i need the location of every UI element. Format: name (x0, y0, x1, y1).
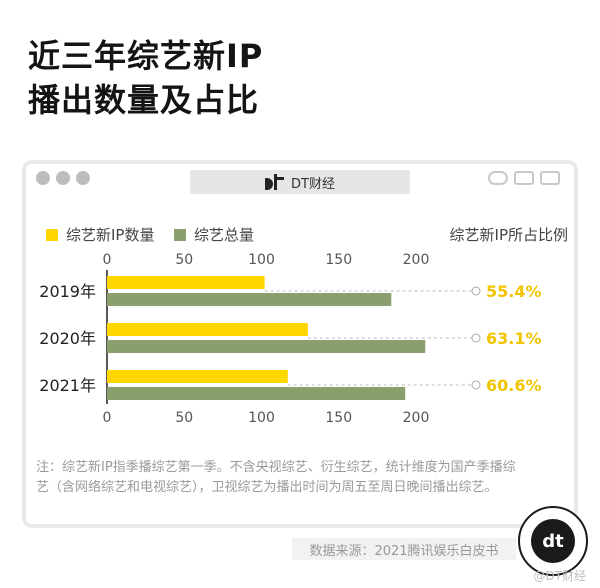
title-line-2: 播出数量及占比 (28, 81, 260, 119)
legend-label-series2: 综艺总量 (194, 226, 255, 244)
x-tick-label-top: 50 (175, 252, 193, 268)
x-tick-label-bottom: 200 (403, 410, 430, 426)
percent-column-label: 综艺新IP所占比例 (449, 226, 568, 244)
legend-swatch-series2 (174, 228, 186, 241)
percent-marker (471, 333, 481, 343)
category-label: 2021年 (39, 376, 96, 395)
legend-item-series1: 综艺新IP数量 (46, 224, 154, 245)
address-label: DT财经 (291, 176, 335, 192)
percent-label: 63.1% (486, 329, 542, 348)
bar-new-ip (107, 276, 265, 289)
x-tick-label-bottom: 100 (248, 410, 275, 426)
toggle-icon (488, 171, 508, 185)
footer-watermark: @DT财经 (533, 569, 586, 583)
percent-marker (471, 286, 481, 296)
legend-label-series1: 综艺新IP数量 (66, 226, 155, 244)
share-icon (514, 171, 534, 185)
x-tick-label-top: 150 (325, 252, 352, 268)
window-icon (540, 171, 560, 185)
x-tick-label-top: 100 (248, 252, 275, 268)
category-label: 2020年 (39, 329, 96, 348)
bar-total (107, 387, 406, 400)
x-tick-label-bottom: 0 (103, 410, 112, 426)
dt-badge: dt (518, 506, 588, 576)
x-tick-label-bottom: 50 (175, 410, 193, 426)
minimize-dot-icon (56, 171, 70, 185)
category-label: 2019年 (39, 282, 96, 301)
percent-marker (471, 380, 481, 390)
close-dot-icon (36, 171, 50, 185)
bar-total (107, 293, 392, 306)
legend-swatch-series1 (46, 228, 58, 241)
percent-label: 60.6% (486, 376, 542, 395)
data-source: 数据来源：2021腾讯娱乐白皮书 (292, 538, 516, 560)
footnote: 注：综艺新IP指季播综艺第一季。不含央视综艺、衍生综艺，统计维度为国产季播综艺（… (36, 460, 516, 495)
bar-new-ip (107, 323, 308, 336)
dt-badge-logo: dt (531, 519, 575, 563)
bar-total (107, 340, 426, 353)
x-tick-label-bottom: 150 (325, 410, 352, 426)
dt-logo-icon (265, 174, 285, 190)
title-line-1: 近三年综艺新IP (28, 37, 264, 75)
page-title: 近三年综艺新IP 播出数量及占比 (28, 34, 263, 122)
bar-new-ip (107, 370, 288, 383)
percent-label: 55.4% (486, 282, 542, 301)
maximize-dot-icon (76, 171, 90, 185)
x-tick-label-top: 0 (103, 252, 112, 268)
legend-item-series2: 综艺总量 (174, 224, 254, 245)
address-bar: DT财经 (190, 170, 410, 194)
x-tick-label-top: 200 (403, 252, 430, 268)
